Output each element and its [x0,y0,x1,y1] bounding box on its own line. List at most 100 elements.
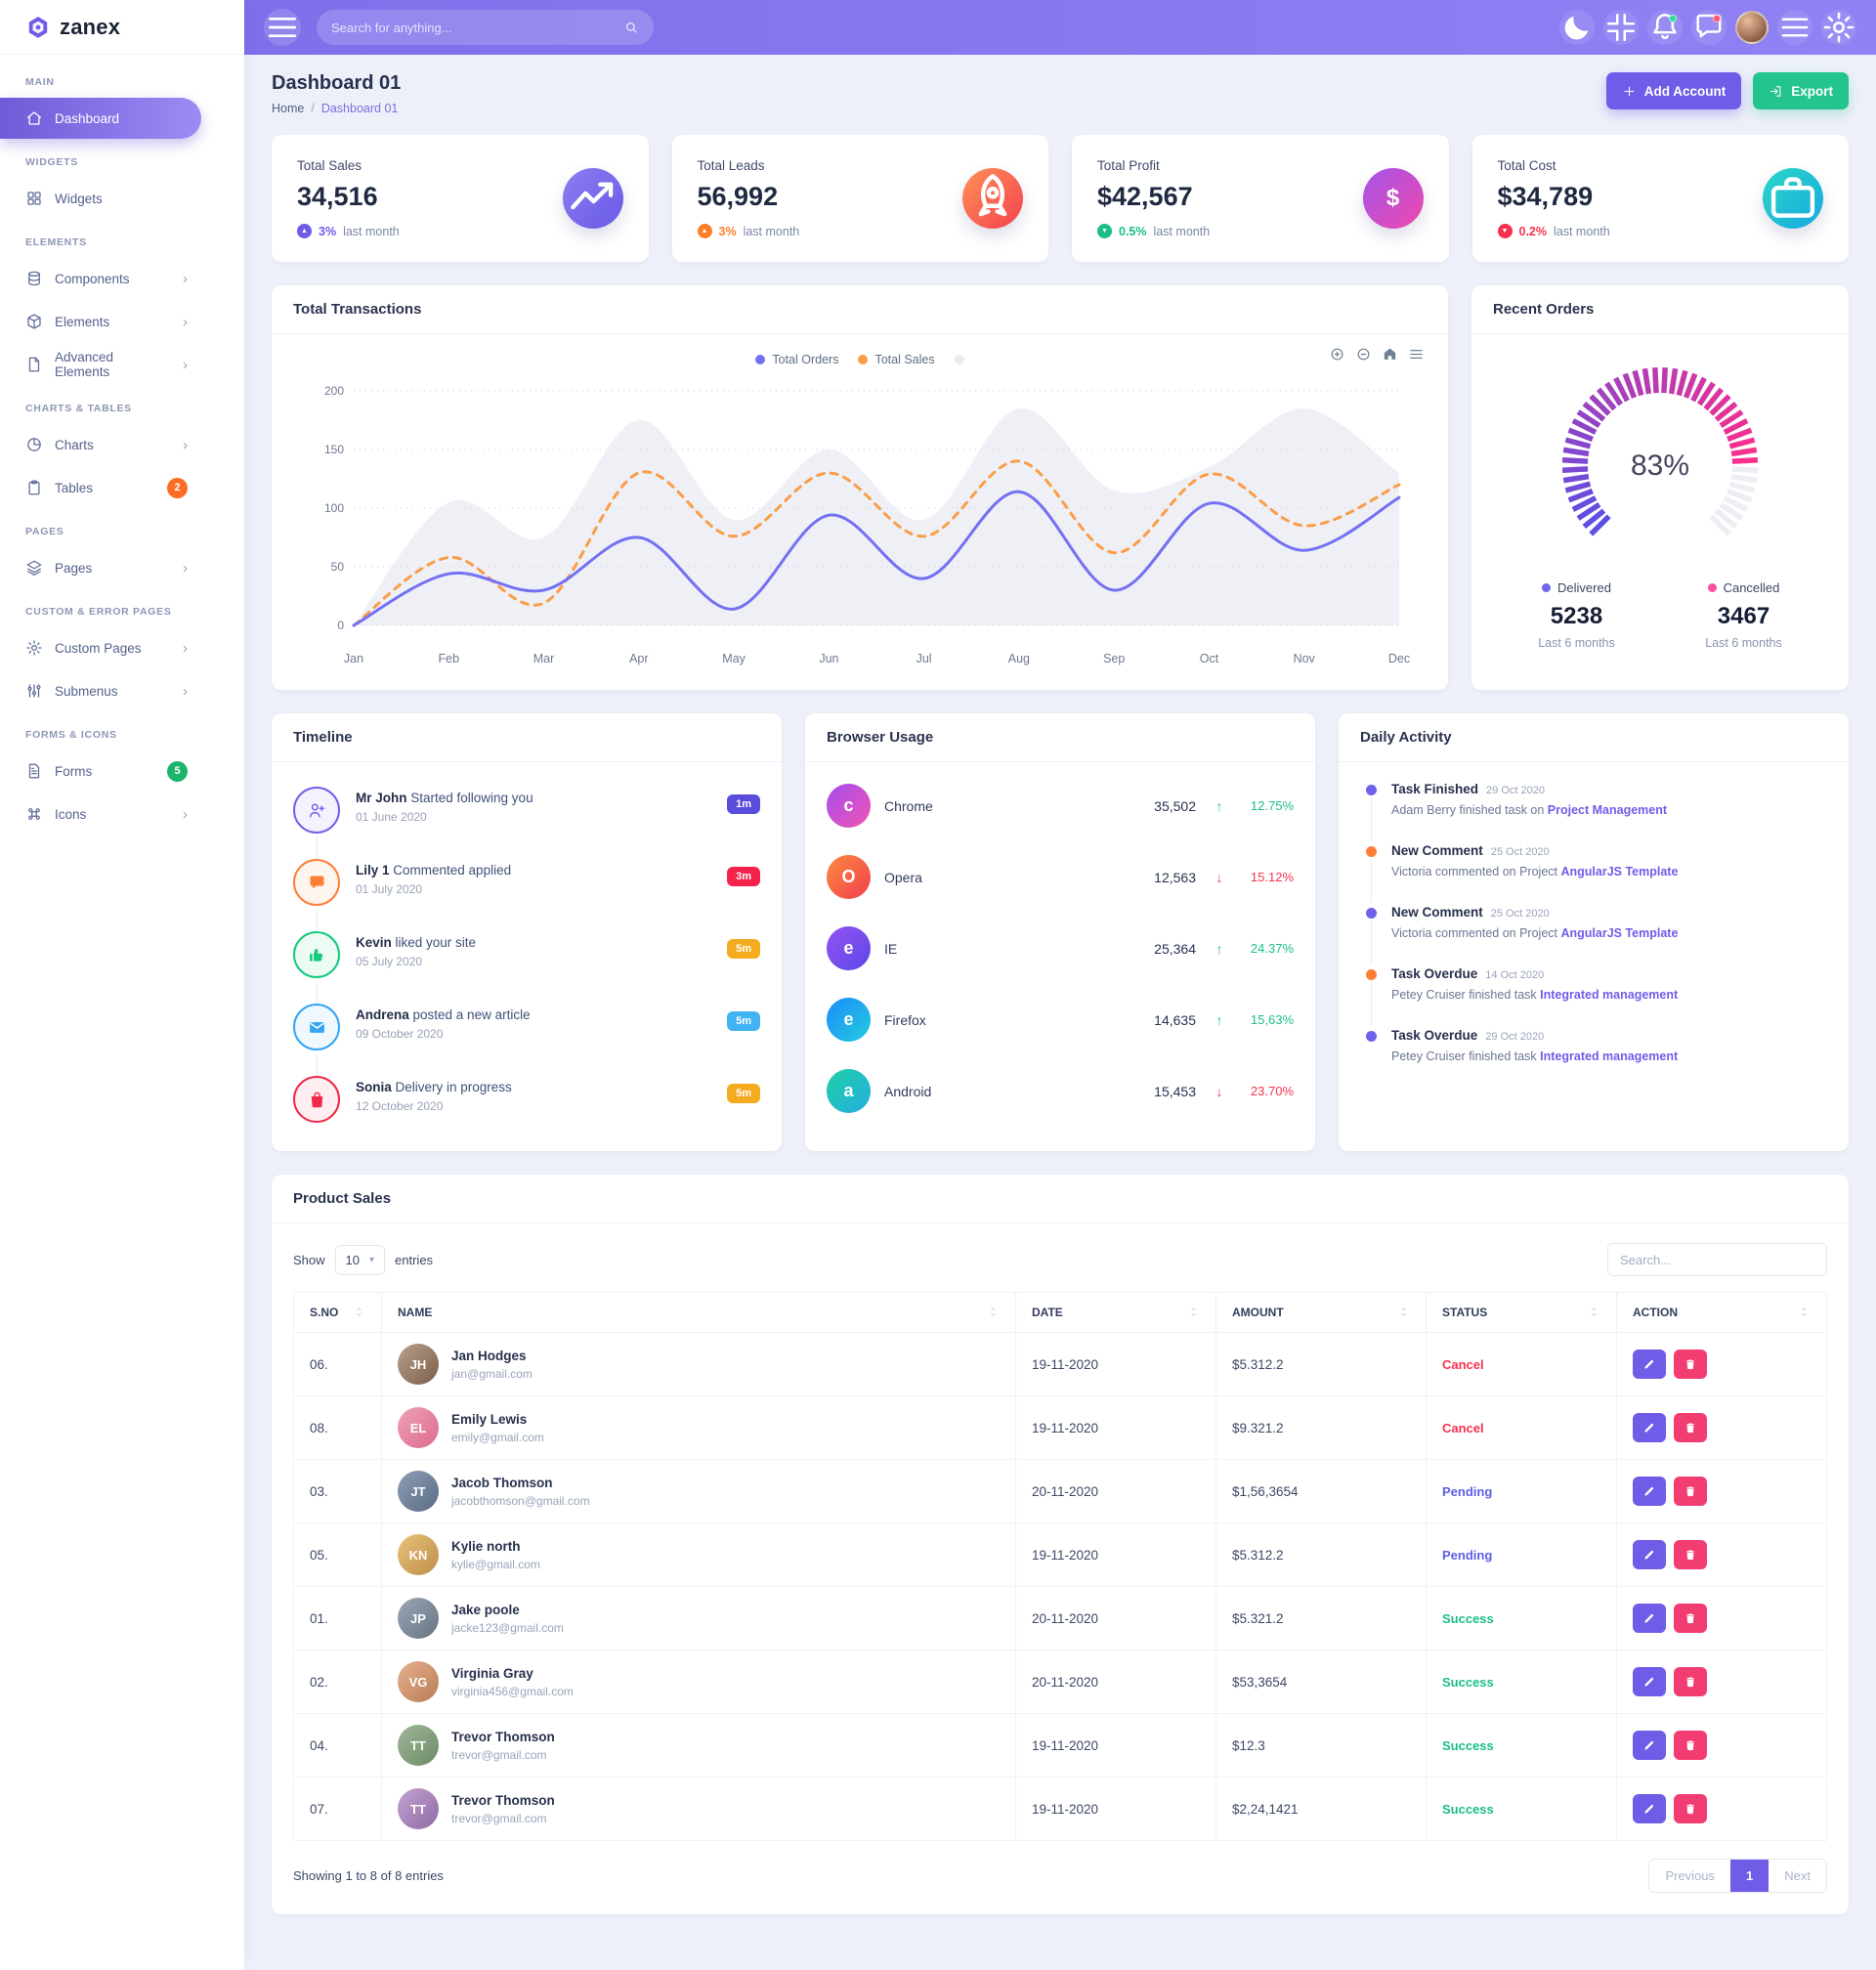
sidebar-nav: MAIN Dashboard WIDGETS Widgets ELEMENTS Compo… [0,55,244,856]
cell-sno: 07. [293,1777,382,1841]
search-input[interactable] [331,20,614,35]
user-name: Jacob Thomson [451,1475,553,1490]
gauge-legend-caption: Last 6 months [1538,636,1615,650]
bag-icon [311,1092,322,1107]
notifications-button[interactable] [1647,10,1683,45]
column-header-date[interactable]: DATE [1015,1292,1216,1333]
topbar-actions [1559,10,1856,45]
dark-mode-button[interactable] [1559,10,1595,45]
sidebar-item-widgets[interactable]: Widgets [0,178,201,219]
timeline-text: Mr John Started following you [356,791,533,805]
legend-item-hidden-series[interactable] [954,355,964,364]
sidebar-item-dashboard[interactable]: Dashboard [0,98,201,139]
export-button[interactable]: Export [1753,72,1849,109]
sidebar-item-components[interactable]: Components › [0,258,201,299]
sidebar-item-submenus[interactable]: Submenus › [0,670,201,711]
gauge-tick [1561,466,1589,473]
user-avatar[interactable] [1735,11,1769,44]
edit-button[interactable] [1633,1477,1666,1506]
sidebar-toggle-button[interactable] [264,9,301,46]
arrow-up-icon: ↑ [1215,1011,1223,1028]
user-email: trevor@gmail.com [451,1747,547,1762]
activity-link[interactable]: Integrated management [1540,1049,1679,1063]
messages-button[interactable] [1691,10,1727,45]
edit-button[interactable] [1633,1604,1666,1633]
toggle-menu-icon [268,17,297,38]
pagination-previous[interactable]: Previous [1649,1860,1731,1892]
page-head: Dashboard 01 Home / Dashboard 01 Add Acc… [272,72,1849,115]
browser-row-ie: e IE 25,364 ↑ 24.37% [827,913,1294,984]
gauge-tick [1714,508,1738,530]
activity-link[interactable]: Integrated management [1540,988,1679,1002]
sidebar-item-forms[interactable]: Forms 5 [0,750,201,792]
add-account-button[interactable]: Add Account [1605,72,1742,109]
timeline-item: Mr John Started following you 01 June 202… [293,774,760,860]
delete-button[interactable] [1674,1667,1707,1696]
legend-item-total-orders[interactable]: Total Orders [755,353,838,366]
timeline-date: 05 July 2020 [356,955,423,968]
sidebar-item-icons[interactable]: Icons › [0,793,201,835]
thumb-icon [309,948,322,962]
sidebar-item-label: Submenus [55,683,118,699]
time-ago-badge: 5m [727,1084,760,1103]
dark-mode-icon [1564,16,1589,40]
delete-button[interactable] [1674,1477,1707,1506]
activity-link[interactable]: AngularJS Template [1560,926,1679,940]
column-header-amount[interactable]: AMOUNT [1215,1292,1427,1333]
user-plus-icon [309,803,324,817]
delete-button[interactable] [1674,1540,1707,1569]
transactions-line-chart[interactable]: 0 50 100 150 200 Jan Feb Mar Apr May Jun Jul Aug Sep O… [291,375,1428,676]
sidebar-item-elements[interactable]: Elements › [0,301,201,342]
daily-activity-list: Task Finished 29 Oct 2020 Adam Berry finis… [1339,762,1849,1105]
column-header-s-no[interactable]: S.NO [293,1292,382,1333]
delete-button[interactable] [1674,1604,1707,1633]
column-header-status[interactable]: STATUS [1426,1292,1617,1333]
sidebar-item-charts[interactable]: Charts › [0,424,201,465]
legend-item-total-sales[interactable]: Total Sales [858,353,935,366]
edit-icon [1644,1550,1654,1560]
x-tick-label: Nov [1294,652,1316,665]
edit-button[interactable] [1633,1413,1666,1442]
pagination-page-1[interactable]: 1 [1730,1860,1769,1892]
edit-button[interactable] [1633,1667,1666,1696]
gauge-percent-label: 83% [1631,450,1689,482]
settings-button[interactable] [1821,10,1856,45]
activity-item: Task Overdue 29 Oct 2020 Petey Cruiser fin… [1366,1028,1827,1090]
timeline-list: Mr John Started following you 01 June 202… [272,762,782,1151]
edit-button[interactable] [1633,1349,1666,1379]
sidebar-item-tables[interactable]: Tables 2 [0,467,201,508]
delete-button[interactable] [1674,1794,1707,1823]
fullscreen-button[interactable] [1603,10,1639,45]
sidebar-item-advanced-elements[interactable]: Advanced Elements › [0,344,201,385]
apps-menu-button[interactable] [1777,10,1812,45]
breadcrumb-home[interactable]: Home [272,102,305,115]
sidebar-item-pages[interactable]: Pages › [0,547,201,588]
fullscreen-icon [1606,13,1636,42]
bag-icon-circle [293,1076,340,1123]
page-size-select[interactable]: 10 ▾ [334,1244,386,1275]
browser-value: 14,635 [1154,1011,1196,1028]
cell-amount: $5.312.2 [1215,1332,1427,1396]
delete-button[interactable] [1674,1413,1707,1442]
zoom-in-icon [1331,348,1343,361]
brand-logo[interactable]: zanex [0,0,244,55]
gauge-tick [1727,488,1753,503]
edit-button[interactable] [1633,1731,1666,1760]
stat-delta: ▼ 0.2% last month [1497,224,1610,238]
delete-button[interactable] [1674,1731,1707,1760]
table-search-input[interactable] [1607,1243,1827,1276]
activity-link[interactable]: AngularJS Template [1560,865,1679,878]
edit-button[interactable] [1633,1794,1666,1823]
sidebar-item-custom-pages[interactable]: Custom Pages › [0,627,201,668]
pagination-next[interactable]: Next [1769,1860,1826,1892]
x-tick-label: Jun [819,652,838,665]
activity-link[interactable]: Project Management [1547,803,1668,817]
chevron-right-icon: › [183,270,188,287]
column-header-action[interactable]: ACTION [1616,1292,1827,1333]
column-header-name[interactable]: NAME [381,1292,1016,1333]
trend-icon [570,182,613,210]
delete-button[interactable] [1674,1349,1707,1379]
chevron-right-icon: › [183,313,188,330]
gauge-tick [1696,381,1716,407]
edit-button[interactable] [1633,1540,1666,1569]
